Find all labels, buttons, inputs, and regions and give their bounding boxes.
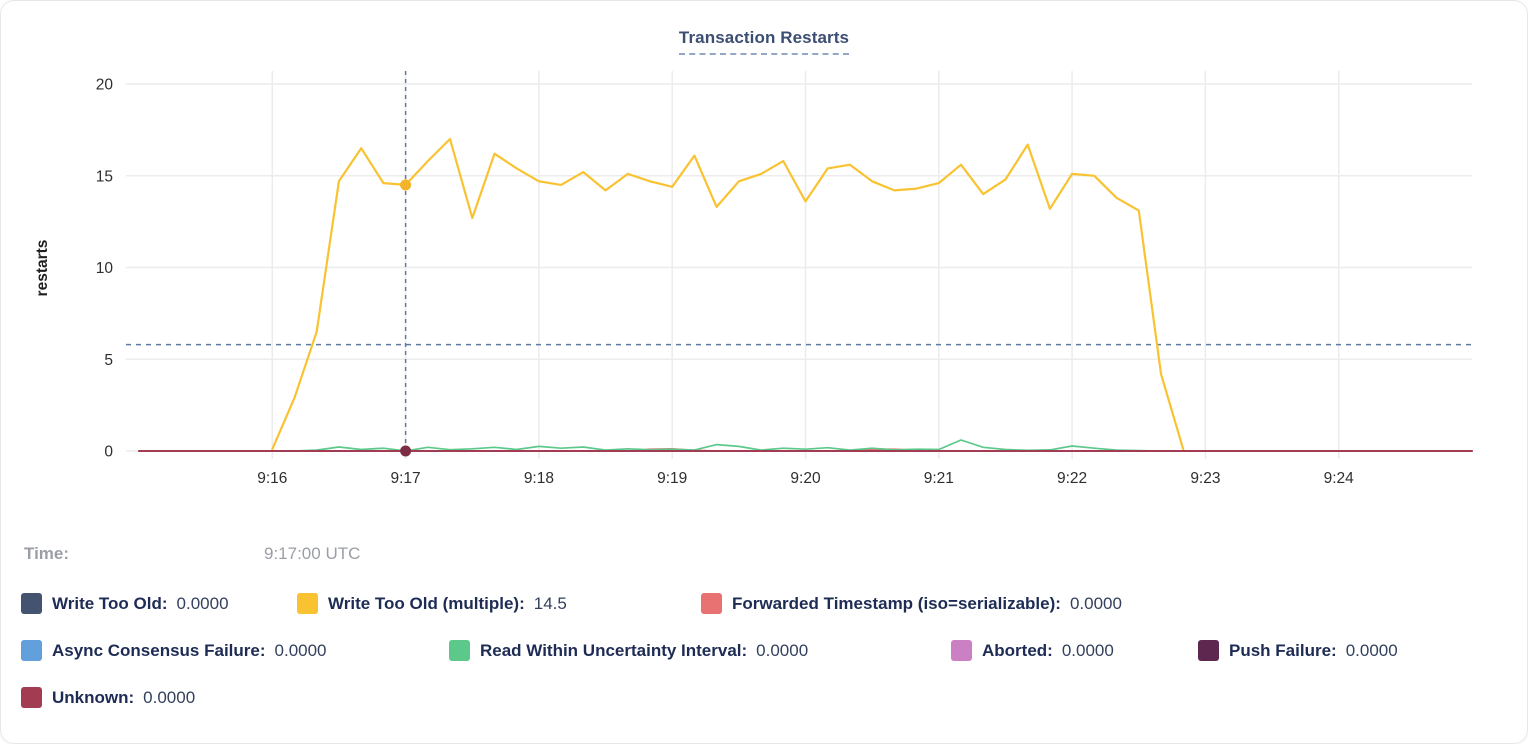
series-color-swatch [1198,640,1219,661]
x-tick-label: 9:16 [257,470,287,487]
series-color-swatch [21,640,42,661]
legend-item-write-too-old-multiple: Write Too Old (multiple): 14.5 [297,592,567,615]
legend-label: Write Too Old (multiple): [328,593,525,613]
legend-label: Read Within Uncertainty Interval: [480,640,748,660]
series-color-swatch [701,593,722,614]
hover-time-row: Time: 9:17:00 UTC [1,544,1527,568]
x-tick-label: 9:24 [1324,470,1355,487]
series-color-swatch [21,593,42,614]
x-tick-label: 9:23 [1190,470,1220,487]
legend-value: 0.0000 [143,687,196,707]
x-tick-label: 9:20 [790,470,821,487]
legend-item-aborted: Aborted: 0.0000 [951,639,1114,662]
chart-title[interactable]: Transaction Restarts [678,28,850,55]
legend-value: 0.0000 [1345,640,1398,660]
legend-label: Push Failure: [1229,640,1337,660]
legend-label: Aborted: [982,640,1053,660]
y-tick-label: 20 [96,77,114,94]
legend-item-forwarded-timestamp: Forwarded Timestamp (iso=serializable): … [701,592,1122,615]
series-color-swatch [297,593,318,614]
series-color-swatch [951,640,972,661]
legend-value: 0.0000 [1069,593,1122,613]
legend-item-write-too-old: Write Too Old: 0.0000 [21,592,229,615]
legend-value: 0.0000 [274,640,327,660]
y-tick-label: 5 [104,352,113,369]
legend-label: Unknown: [52,687,135,707]
x-tick-label: 9:19 [657,470,687,487]
series-color-swatch [21,687,42,708]
y-axis-title: restarts [34,240,51,297]
x-tick-label: 9:21 [924,470,954,487]
y-tick-label: 0 [104,444,113,461]
legend-item-push-failure: Push Failure: 0.0000 [1198,639,1398,662]
legend-value: 14.5 [533,593,567,613]
hover-time-value: 9:17:00 UTC [264,544,361,563]
hover-point [400,445,412,457]
legend-item-read-within-uncertainty: Read Within Uncertainty Interval: 0.0000 [449,639,808,662]
hover-point [400,179,412,191]
legend-label: Forwarded Timestamp (iso=serializable): [732,593,1061,613]
legend-value: 0.0000 [176,593,229,613]
legend-label: Async Consensus Failure: [52,640,266,660]
y-tick-label: 15 [96,168,113,185]
legend-label: Write Too Old: [52,593,168,613]
x-tick-label: 9:22 [1057,470,1087,487]
hover-time-label: Time: [24,544,70,563]
chart-area[interactable]: 9:16 9:17 9:18 9:19 9:20 9:21 9:22 9:23 9:24 0 5 10… [1,56,1528,526]
legend-item-unknown: Unknown: 0.0000 [21,686,195,709]
x-tick-label: 9:18 [524,470,554,487]
series-color-swatch [449,640,470,661]
legend-value: 0.0000 [1061,640,1114,660]
series-line [138,439,1185,452]
legend-item-async-consensus-failure: Async Consensus Failure: 0.0000 [21,639,327,662]
series-line [271,137,1185,451]
chart-header: Transaction Restarts [1,28,1527,55]
x-tick-label: 9:17 [391,470,421,487]
y-tick-label: 10 [96,260,114,277]
legend-value: 0.0000 [756,640,809,660]
